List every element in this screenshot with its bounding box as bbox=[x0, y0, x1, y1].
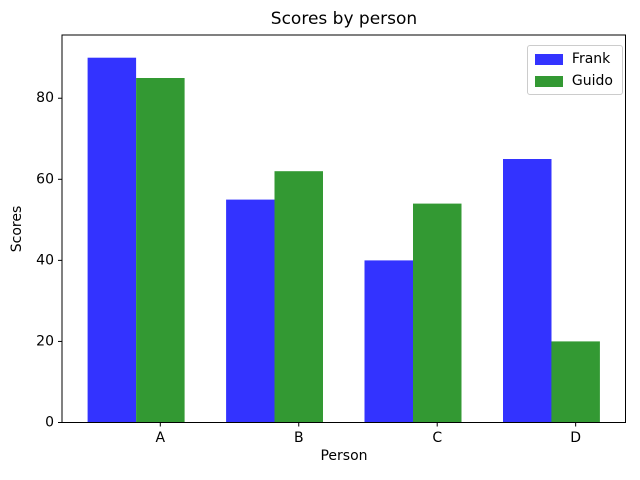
bar-frank-B bbox=[226, 199, 275, 423]
y-tick-label-80: 80 bbox=[36, 90, 54, 106]
legend-swatch-guido-icon bbox=[534, 75, 563, 87]
bar-guido-C bbox=[413, 203, 462, 423]
legend-item-frank: Frank bbox=[534, 51, 613, 67]
x-tick-label-B: B bbox=[294, 430, 304, 446]
legend-item-guido: Guido bbox=[534, 73, 613, 89]
legend-label-guido: Guido bbox=[571, 73, 613, 89]
y-tick-label-20: 20 bbox=[36, 333, 54, 349]
axes-frame bbox=[61, 34, 626, 423]
bar-frank-D bbox=[503, 159, 552, 423]
x-tick-label-D: D bbox=[570, 430, 581, 446]
y-tick-label-40: 40 bbox=[36, 252, 54, 268]
y-axis-label: Scores bbox=[9, 205, 25, 253]
legend-label-frank: Frank bbox=[571, 51, 611, 67]
bar-guido-B bbox=[274, 171, 323, 423]
legend: Frank Guido bbox=[526, 45, 623, 95]
bar-frank-C bbox=[364, 260, 413, 423]
x-axis-label: Person bbox=[320, 448, 368, 464]
chart-title: Scores by person bbox=[270, 9, 418, 29]
y-tick-label-0: 0 bbox=[45, 415, 54, 431]
bar-guido-A bbox=[136, 78, 185, 423]
legend-swatch-frank-icon bbox=[534, 53, 563, 65]
y-tick-label-60: 60 bbox=[36, 171, 54, 187]
x-tick-label-A: A bbox=[156, 430, 166, 446]
bar-guido-D bbox=[551, 341, 600, 423]
bar-frank-A bbox=[87, 57, 137, 423]
x-tick-label-C: C bbox=[432, 430, 442, 446]
